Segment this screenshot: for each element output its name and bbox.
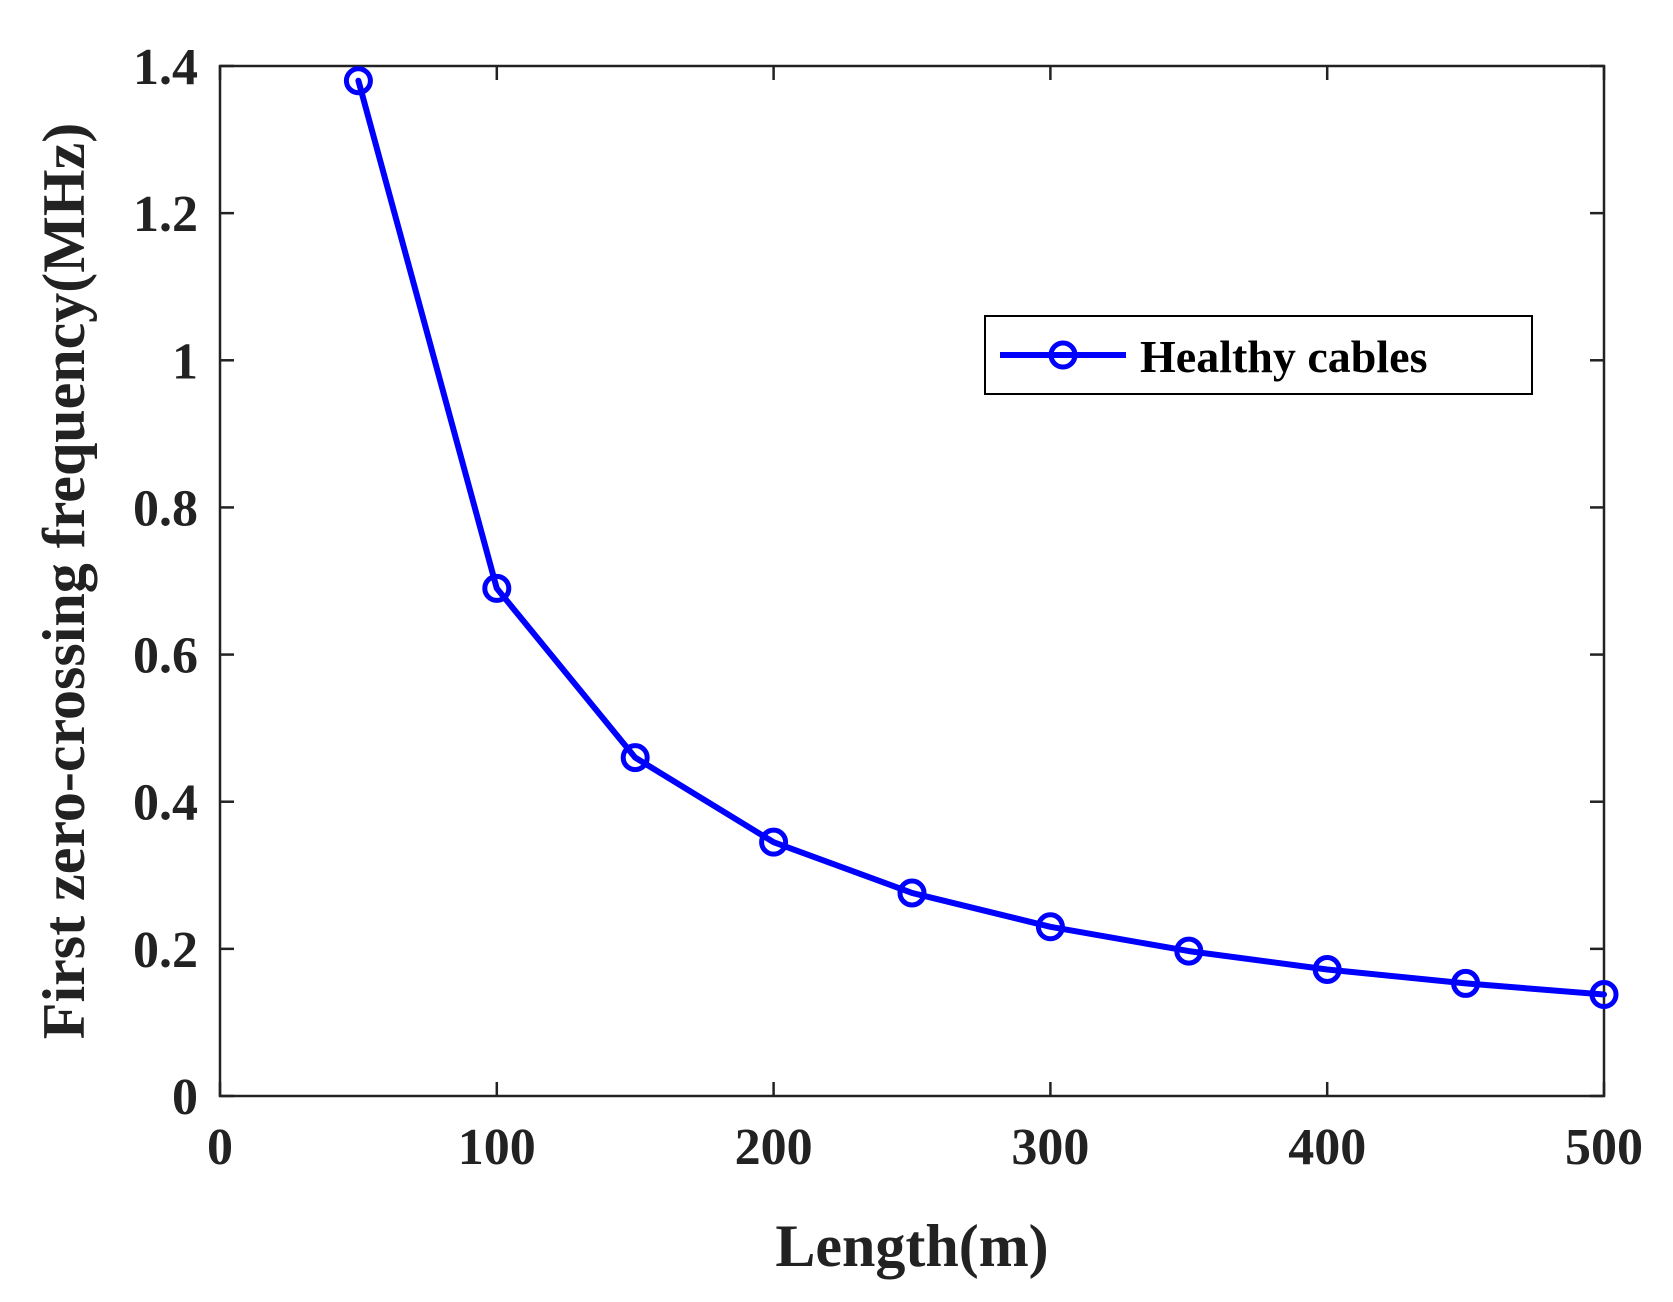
y-tick-label: 1 xyxy=(172,333,198,390)
y-tick-label: 1.4 xyxy=(133,39,198,96)
legend-marker-sample xyxy=(1048,340,1078,370)
y-tick-label: 0 xyxy=(172,1069,198,1126)
x-tick-label: 400 xyxy=(1288,1119,1366,1176)
data-point-marker xyxy=(482,573,512,603)
data-point-marker xyxy=(1312,954,1342,984)
y-tick-label: 0.6 xyxy=(133,628,198,685)
x-tick-label: 300 xyxy=(1011,1119,1089,1176)
series-group xyxy=(343,66,1619,1009)
legend: Healthy cables xyxy=(984,315,1533,395)
series-line xyxy=(355,77,1607,998)
y-axis-title: First zero-crossing frequency(MHz) xyxy=(31,123,97,1039)
y-tick-label: 0.2 xyxy=(133,922,198,979)
data-point-marker xyxy=(343,66,373,96)
x-tick-label: 0 xyxy=(207,1119,233,1176)
axis-tick-labels: 0 100 200 300 400 500 0 0.2 0.4 0.6 0.8 1 1.2 1.4 xyxy=(133,39,1643,1176)
data-point-marker xyxy=(1451,968,1481,998)
y-tick-label: 0.4 xyxy=(133,775,198,832)
x-axis-title: Length(m) xyxy=(775,1213,1048,1279)
y-tick-label: 0.8 xyxy=(133,480,198,537)
data-point-marker xyxy=(1589,979,1619,1009)
legend-label: Healthy cables xyxy=(1140,331,1427,382)
plot-area-frame xyxy=(218,64,1606,1098)
y-tick-label: 1.2 xyxy=(133,186,198,243)
data-point-marker xyxy=(620,743,650,773)
x-tick-label: 500 xyxy=(1565,1119,1643,1176)
x-tick-label: 200 xyxy=(735,1119,813,1176)
data-point-marker xyxy=(1035,912,1065,942)
axis-ticks xyxy=(218,64,1606,1098)
data-point-marker xyxy=(759,827,789,857)
x-tick-label: 100 xyxy=(458,1119,536,1176)
data-point-marker xyxy=(1174,936,1204,966)
data-point-marker xyxy=(897,878,927,908)
